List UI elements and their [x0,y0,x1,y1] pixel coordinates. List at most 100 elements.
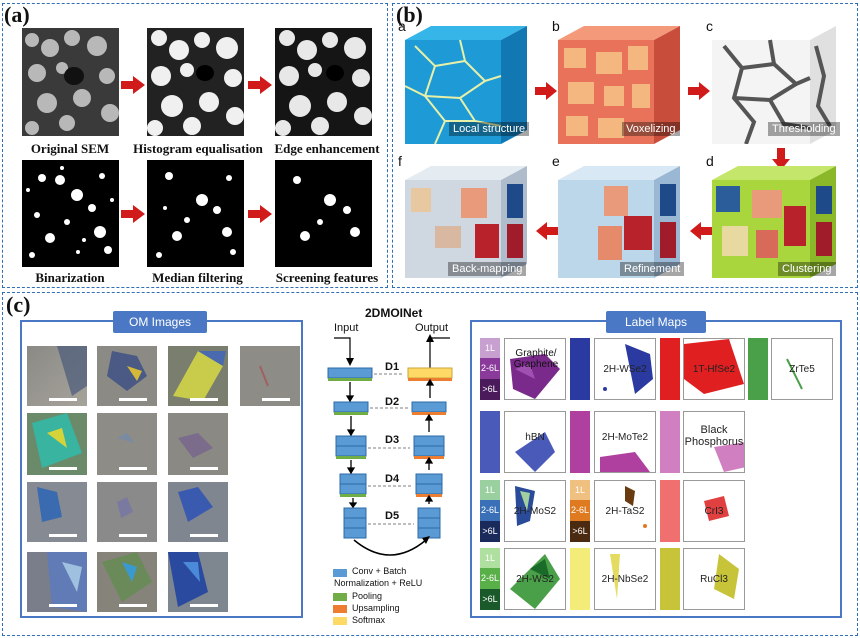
map-wse2 [594,338,656,400]
material-ws2: 2H-WS2 [516,574,554,585]
cube-label-voxelizing: Voxelizing [622,122,680,136]
arrow-right-icon [121,205,145,228]
thickness-legend-purple: 1L 2-6L >6L [480,338,500,400]
legend-swatch-conv [333,569,347,577]
label-maps-title: Label Maps [606,311,706,333]
legend-conv-2: Normalization + ReLU [334,578,423,588]
arrow-right-icon [248,205,272,228]
legend-swatch-upsampling [333,605,347,613]
color-swatch [570,338,590,400]
cube-letter-c: c [706,18,713,34]
color-swatch [748,338,768,400]
cube-voxelizing [558,26,688,149]
cube-local-structure [404,26,535,149]
legend-conv-1: Conv + Batch [352,566,407,576]
material-mote2: 2H-MoTe2 [601,432,649,443]
panel-c-border [2,292,858,636]
panel-c-label: (c) [6,292,31,317]
color-swatch [660,338,680,400]
material-mos2: 2H-MoS2 [513,506,557,517]
map-mote2 [594,411,656,473]
map-rucl3 [683,548,745,610]
output-label: Output [415,322,449,334]
arrow-left-icon [690,222,712,245]
arrow-right-icon [248,76,272,99]
om-image [168,346,228,406]
cube-label-back-mapping: Back-mapping [448,262,527,276]
binary-median [147,160,244,267]
color-swatch [660,480,680,542]
cube-label-refinement: Refinement [620,262,685,276]
om-image [97,552,157,612]
legend-swatch-pooling [333,593,347,601]
arrow-left-icon [536,222,558,245]
sem-edge [275,28,372,136]
material-zrte5: ZrTe5 [789,364,815,375]
arrow-right-icon [535,82,557,105]
color-swatch [480,411,500,473]
legend-swatch-softmax [333,617,347,625]
cube-letter-d: d [706,153,714,169]
material-hbn: hBN [525,432,545,443]
cube-letter-b: b [552,18,560,34]
map-graphene [504,338,566,400]
cube-thresholding [712,26,844,149]
om-images-title: OM Images [113,311,207,333]
level-d4: D4 [385,473,400,485]
om-image [97,346,157,406]
binary-screening [275,160,372,267]
input-label: Input [334,322,359,334]
om-image [168,413,228,475]
network-diagram [327,334,453,556]
caption-median: Median filtering [152,270,243,285]
material-nbse2: 2H-NbSe2 [601,574,649,585]
om-image [27,346,87,406]
om-image [168,482,228,542]
om-image [240,346,300,406]
caption-histogram: Histogram equalisation [133,141,263,156]
thickness-legend-orange: 1L 2-6L >6L [570,480,590,542]
level-d1: D1 [385,361,400,373]
cube-label-local: Local structure [449,122,530,136]
color-swatch [570,548,590,610]
material-bp: Black Phosphorus [684,424,744,448]
map-nbse2 [594,548,656,610]
thickness-legend-ws2: 1L 2-6L >6L [480,548,500,610]
panel-b-border [392,3,858,288]
legend-softmax: Softmax [352,615,386,625]
panel-b-label: (b) [396,2,423,27]
material-rucl3: RuCl3 [700,574,728,585]
caption-binarization: Binarization [35,270,105,285]
legend-upsampling: Upsampling [352,603,400,613]
thickness-legend-green: 1L 2-6L >6L [480,480,500,542]
color-swatch [660,548,680,610]
om-image [27,413,87,475]
cube-label-thresholding: Thresholding [768,122,840,136]
cube-refinement [558,166,688,283]
map-ws2 [504,548,566,610]
arrow-down-icon [772,148,790,175]
panel-a-label: (a) [4,2,30,27]
cube-back-mapping [405,166,535,283]
map-mos2 [504,480,566,542]
om-image [97,413,157,475]
om-image [168,552,228,612]
panel-a-border [2,3,388,288]
arrow-right-icon [121,76,145,99]
map-tas2 [594,480,656,542]
color-swatch [660,411,680,473]
cube-label-clustering: Clustering [778,262,836,276]
caption-screening: Screening features [275,270,379,285]
om-image [27,482,87,542]
legend-pooling: Pooling [352,591,383,601]
binary-binarization [22,160,119,267]
material-graphene: Graphite/ Graphene [513,348,559,370]
map-cri3 [683,480,745,542]
material-wse2: 2H-WSe2 [603,364,647,375]
net-title: 2DMOINet [365,306,423,320]
sem-original [22,28,119,136]
map-bp [683,411,745,473]
cube-letter-e: e [552,153,560,169]
level-d2: D2 [385,396,400,408]
material-tas2: 2H-TaS2 [605,506,645,517]
